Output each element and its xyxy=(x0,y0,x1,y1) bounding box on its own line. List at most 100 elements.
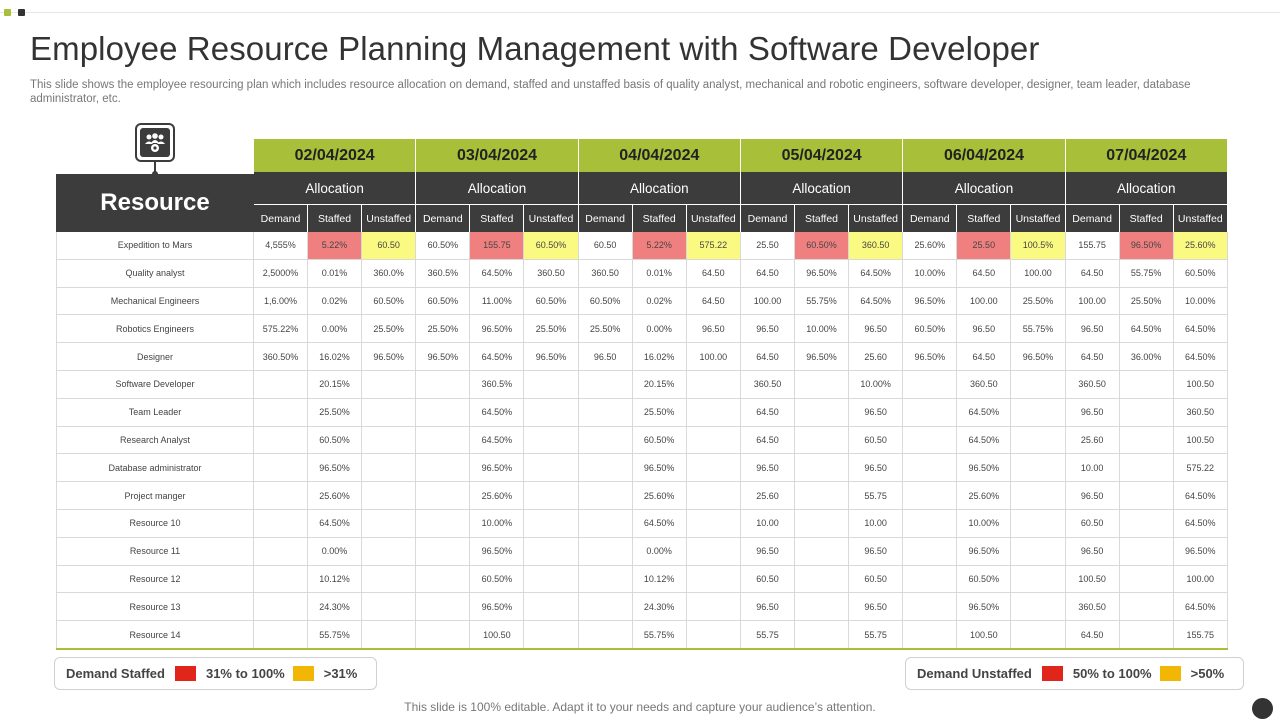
table-row: Team Leader 25.50% 64.50% 25.50% 64.50 96.50 6… xyxy=(56,398,1228,427)
table-cell-demand: 1,6.00% xyxy=(254,287,308,315)
table-cell-unstaffed: 575.22 xyxy=(686,232,741,259)
table-cell-staffed: 5.22% xyxy=(632,232,687,259)
table-cell-staffed: 0.00% xyxy=(308,537,362,565)
table-cell-staffed xyxy=(795,426,849,454)
table-cell-demand xyxy=(903,398,958,426)
table-cell-unstaffed: 100.00 xyxy=(1174,565,1228,593)
table-cell-unstaffed: 96.50 xyxy=(849,454,904,482)
table-cell-staffed: 24.30% xyxy=(633,593,687,621)
table-cell-demand xyxy=(416,398,471,426)
table-cell-staffed xyxy=(1120,482,1174,509)
table-cell-staffed: 0.00% xyxy=(633,315,687,343)
table-cell-unstaffed xyxy=(1011,371,1066,398)
table-cell-demand xyxy=(254,537,308,565)
table-cell-unstaffed: 60.50 xyxy=(849,565,904,593)
table-cell-staffed: 64.50% xyxy=(308,510,362,537)
table-cell-demand: 96.50 xyxy=(1066,482,1120,509)
table-cell-demand: 575.22% xyxy=(254,315,308,343)
table-cell-unstaffed: 64.50% xyxy=(849,287,904,315)
table-cell-unstaffed: 96.50 xyxy=(849,315,904,343)
table-cell-staffed: 64.50 xyxy=(957,259,1012,287)
table-cell-staffed: 10.12% xyxy=(308,565,362,593)
table-cell-unstaffed xyxy=(362,482,417,509)
table-cell-demand xyxy=(254,454,308,482)
subheader-unstaffed: Unstaffed xyxy=(1173,204,1228,232)
red-swatch xyxy=(174,666,196,681)
resource-name: Project manger xyxy=(56,482,254,509)
table-cell-unstaffed: 64.50% xyxy=(1174,482,1228,509)
table-cell-staffed: 60.50% xyxy=(633,426,687,454)
table-cell-demand xyxy=(579,621,633,648)
table-cell-unstaffed: 360.50 xyxy=(848,232,904,259)
legend-red-label: 50% to 100% xyxy=(1072,666,1152,681)
table-cell-staffed: 25.60% xyxy=(470,482,525,509)
table-cell-staffed: 96.50% xyxy=(957,454,1012,482)
table-cell-staffed: 96.50% xyxy=(795,259,849,287)
resource-name: Mechanical Engineers xyxy=(56,287,254,315)
table-cell-unstaffed: 100.00 xyxy=(1011,259,1066,287)
table-cell-unstaffed: 55.75% xyxy=(1011,315,1066,343)
table-cell-unstaffed xyxy=(1011,426,1066,454)
table-cell-demand: 100.00 xyxy=(741,287,795,315)
table-cell-demand: 60.50% xyxy=(903,315,958,343)
icon-connector xyxy=(154,162,156,174)
subheader-demand: Demand xyxy=(740,204,795,232)
table-cell-unstaffed xyxy=(687,565,741,593)
table-cell-demand: 60.50 xyxy=(579,232,633,259)
table-cell-demand: 96.50 xyxy=(1066,315,1120,343)
table-cell-demand: 96.50% xyxy=(903,287,958,315)
table-cell-demand: 4,555% xyxy=(254,232,308,259)
legend-red-label: 31% to 100% xyxy=(205,666,285,681)
top-divider xyxy=(0,12,1280,13)
table-cell-demand xyxy=(254,398,308,426)
date-header: 04/04/2024 xyxy=(578,139,741,172)
resource-name: Resource 10 xyxy=(56,510,254,537)
table-cell-staffed: 10.00% xyxy=(470,510,525,537)
table-cell-staffed: 0.02% xyxy=(308,287,362,315)
table-cell-unstaffed: 155.75 xyxy=(1174,621,1228,648)
legend-label: Demand Staffed xyxy=(66,666,165,681)
subheader-unstaffed: Unstaffed xyxy=(524,204,579,232)
table-cell-unstaffed xyxy=(524,454,579,482)
table-cell-unstaffed: 96.50 xyxy=(849,593,904,621)
table-cell-demand xyxy=(416,510,471,537)
table-cell-demand: 96.50 xyxy=(741,454,795,482)
table-cell-staffed: 96.50% xyxy=(470,537,525,565)
table-cell-unstaffed: 575.22 xyxy=(1174,454,1228,482)
table-cell-unstaffed: 96.50% xyxy=(1011,343,1066,370)
table-cell-unstaffed xyxy=(687,454,741,482)
table-cell-demand: 96.50 xyxy=(741,537,795,565)
table-row: Resource 11 0.00% 96.50% 0.00% 96.50 96.50 96.… xyxy=(56,537,1228,566)
resource-name: Designer xyxy=(56,343,254,370)
table-cell-demand: 64.50 xyxy=(741,398,795,426)
table-cell-demand: 10.00 xyxy=(1066,454,1120,482)
date-header: 02/04/2024 xyxy=(254,139,417,172)
table-cell-staffed xyxy=(1120,621,1174,648)
table-cell-unstaffed: 25.60% xyxy=(1173,232,1228,259)
table-cell-unstaffed xyxy=(524,371,579,398)
table-row: Expedition to Mars 4,555% 5.22% 60.50 60.50%… xyxy=(56,232,1228,260)
table-cell-demand xyxy=(416,482,471,509)
table-cell-staffed: 96.50 xyxy=(957,315,1012,343)
allocation-header: Allocation xyxy=(903,172,1066,204)
table-cell-demand xyxy=(579,510,633,537)
table-cell-staffed: 360.50 xyxy=(957,371,1012,398)
table-row: Mechanical Engineers 1,6.00% 0.02% 60.50% 60… xyxy=(56,287,1228,316)
table-cell-demand xyxy=(903,482,958,509)
table-cell-staffed: 100.00 xyxy=(957,287,1012,315)
table-cell-staffed: 96.50% xyxy=(957,537,1012,565)
subheader-unstaffed: Unstaffed xyxy=(848,204,904,232)
table-cell-demand xyxy=(579,398,633,426)
table-row: Resource 12 10.12% 60.50% 10.12% 60.50 60.50 6… xyxy=(56,565,1228,594)
table-cell-staffed: 100.50 xyxy=(470,621,525,648)
table-cell-unstaffed: 60.50% xyxy=(362,287,417,315)
table-cell-staffed: 10.00% xyxy=(957,510,1012,537)
table-cell-demand xyxy=(416,593,471,621)
table-cell-staffed: 64.50% xyxy=(470,343,525,370)
allocation-header: Allocation xyxy=(1065,172,1228,204)
table-row: Quality analyst 2,5000% 0.01% 360.0% 360.5% 6… xyxy=(56,259,1228,288)
table-cell-staffed: 0.01% xyxy=(308,259,362,287)
table-cell-unstaffed xyxy=(362,371,417,398)
legend-demand-staffed: Demand Staffed 31% to 100% >31% xyxy=(54,657,378,690)
table-cell-demand xyxy=(416,621,471,648)
